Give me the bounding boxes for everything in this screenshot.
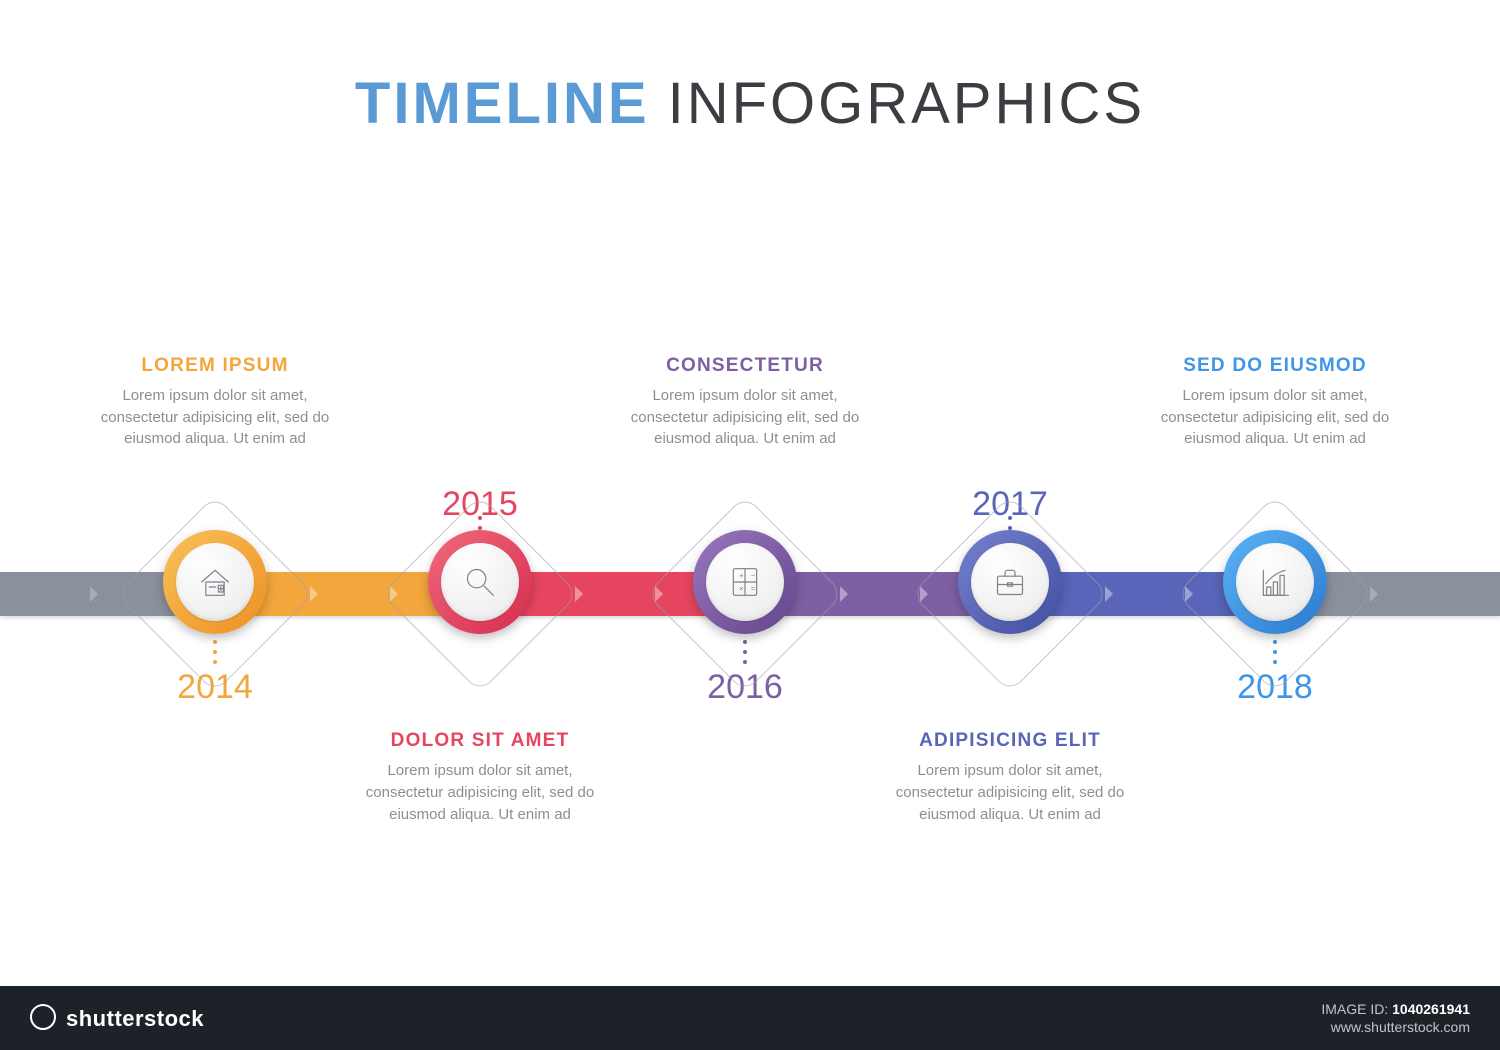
svg-text:×: × bbox=[739, 584, 743, 593]
timeline-node bbox=[428, 530, 532, 634]
caption-body: Lorem ipsum dolor sit amet, consectetur … bbox=[355, 760, 605, 825]
timeline: 2014LOREM IPSUMLorem ipsum dolor sit ame… bbox=[0, 560, 1500, 620]
node-caption: CONSECTETUR Lorem ipsum dolor sit amet, c… bbox=[620, 355, 870, 450]
image-credit: IMAGE ID: 1040261941 www.shutterstock.co… bbox=[1321, 1000, 1470, 1036]
node-caption: SED DO EIUSMOD Lorem ipsum dolor sit amet… bbox=[1150, 355, 1400, 450]
svg-text:=: = bbox=[751, 584, 756, 593]
chart-icon bbox=[1236, 543, 1314, 621]
title-word-1: TIMELINE bbox=[355, 71, 650, 136]
caption-body: Lorem ipsum dolor sit amet, consectetur … bbox=[620, 385, 870, 450]
page-title: TIMELINE INFOGRAPHICS bbox=[0, 0, 1500, 137]
caption-heading: SED DO EIUSMOD bbox=[1150, 355, 1400, 377]
caption-body: Lorem ipsum dolor sit amet, consectetur … bbox=[90, 385, 340, 450]
calc-icon: +−× = bbox=[706, 543, 784, 621]
caption-body: Lorem ipsum dolor sit amet, consectetur … bbox=[1150, 385, 1400, 450]
brand-logo: shutterstock bbox=[30, 1004, 204, 1032]
timeline-node: +−× = bbox=[693, 530, 797, 634]
title-word-2: INFOGRAPHICS bbox=[668, 71, 1146, 136]
caption-body: Lorem ipsum dolor sit amet, consectetur … bbox=[885, 760, 1135, 825]
svg-text:−: − bbox=[751, 571, 756, 580]
timeline-node bbox=[1223, 530, 1327, 634]
caption-heading: DOLOR SIT AMET bbox=[355, 730, 605, 752]
node-caption: LOREM IPSUM Lorem ipsum dolor sit amet, c… bbox=[90, 355, 340, 450]
home-icon bbox=[176, 543, 254, 621]
timeline-node bbox=[163, 530, 267, 634]
svg-text:+: + bbox=[739, 571, 744, 580]
caption-heading: ADIPISICING ELIT bbox=[885, 730, 1135, 752]
search-icon bbox=[441, 543, 519, 621]
node-caption: DOLOR SIT AMET Lorem ipsum dolor sit amet… bbox=[355, 730, 605, 825]
caption-heading: LOREM IPSUM bbox=[90, 355, 340, 377]
caption-heading: CONSECTETUR bbox=[620, 355, 870, 377]
node-caption: ADIPISICING ELIT Lorem ipsum dolor sit am… bbox=[885, 730, 1135, 825]
footer: shutterstock IMAGE ID: 1040261941 www.sh… bbox=[0, 986, 1500, 1050]
timeline-node bbox=[958, 530, 1062, 634]
briefcase-icon bbox=[971, 543, 1049, 621]
